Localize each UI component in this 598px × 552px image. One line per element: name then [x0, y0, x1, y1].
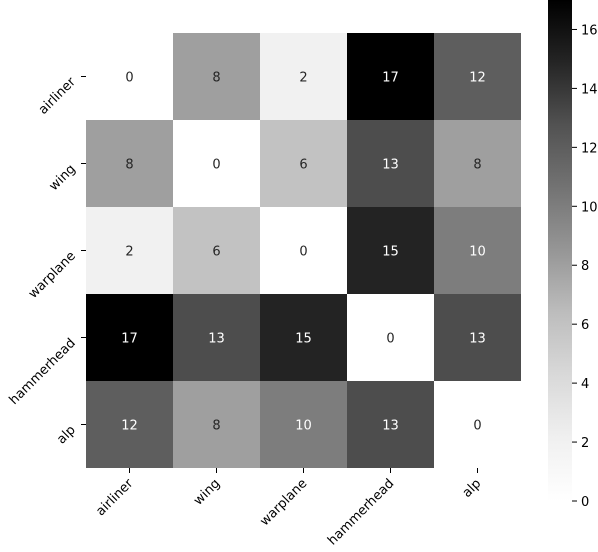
x-tick-label: hammerhead	[325, 476, 397, 548]
y-axis: airliner wing warplane hammerhead alp	[7, 74, 86, 447]
heatmap-cell	[347, 120, 434, 207]
colorbar-tick-label: 14	[581, 82, 598, 97]
y-tick-label: alp	[54, 423, 79, 448]
y-tick-label: warplane	[26, 249, 79, 302]
heatmap-cell	[86, 381, 173, 468]
cell-value-label: 0	[212, 158, 220, 173]
colorbar-tick-label: 16	[581, 23, 598, 38]
cell-value-label: 0	[386, 332, 394, 347]
heatmap-cell	[173, 381, 260, 468]
heatmap-cell	[173, 207, 260, 294]
cell-value-label: 12	[469, 71, 486, 86]
cell-value-label: 8	[473, 158, 481, 173]
heatmap-cell	[434, 381, 521, 468]
heatmap-cells: 0 8 2 17 12 8 0 6 13 8 2 6 0 15 10 17 13 15 0 13 12 8 10 13 0	[86, 33, 521, 468]
cell-value-label: 10	[295, 419, 312, 434]
cell-value-label: 15	[295, 332, 312, 347]
heatmap-cell	[173, 33, 260, 120]
cell-value-label: 8	[212, 419, 220, 434]
heatmap-cell	[86, 294, 173, 381]
cell-value-label: 8	[125, 158, 133, 173]
colorbar-tick-label: 6	[581, 318, 589, 333]
x-tick-label: airliner	[93, 476, 136, 519]
cell-value-label: 13	[208, 332, 225, 347]
heatmap-cell	[347, 381, 434, 468]
colorbar-tick-label: 4	[581, 377, 589, 392]
cell-value-label: 10	[469, 245, 486, 260]
heatmap-cell	[260, 294, 347, 381]
cell-value-label: 13	[382, 158, 399, 173]
cell-value-label: 8	[212, 71, 220, 86]
cell-value-label: 2	[125, 245, 133, 260]
cell-value-label: 6	[212, 245, 220, 260]
x-axis: airliner wing warplane hammerhead alp	[93, 468, 484, 548]
cell-value-label: 17	[121, 332, 138, 347]
colorbar-tick-label: 2	[581, 436, 589, 451]
heatmap-cell	[347, 33, 434, 120]
cell-value-label: 15	[382, 245, 399, 260]
colorbar-axis: 0 2 4 6 8 10 12 14 16	[572, 23, 598, 510]
cell-value-label: 13	[469, 332, 486, 347]
cell-value-label: 6	[299, 158, 307, 173]
heatmap-cell	[86, 207, 173, 294]
cell-value-label: 0	[299, 245, 307, 260]
y-tick-label: airliner	[36, 74, 79, 117]
colorbar	[548, 0, 572, 501]
heatmap-cell	[86, 33, 173, 120]
heatmap-cell	[173, 294, 260, 381]
heatmap-cell	[434, 207, 521, 294]
heatmap-cell	[434, 120, 521, 207]
heatmap-cell	[434, 294, 521, 381]
cell-value-label: 17	[382, 71, 399, 86]
heatmap-cell	[260, 33, 347, 120]
cell-value-label: 2	[299, 71, 307, 86]
x-tick-label: alp	[460, 476, 485, 501]
heatmap-cell	[86, 120, 173, 207]
cell-value-label: 0	[473, 419, 481, 434]
heatmap-cell	[347, 294, 434, 381]
cell-value-label: 12	[121, 419, 138, 434]
cell-value-label: 0	[125, 71, 133, 86]
colorbar-tick-label: 0	[581, 495, 589, 510]
colorbar-tick-label: 8	[581, 259, 589, 274]
heatmap-cell	[260, 381, 347, 468]
heatmap-cell	[434, 33, 521, 120]
y-tick-label: wing	[46, 162, 78, 194]
x-tick-label: warplane	[257, 476, 310, 529]
x-tick-label: wing	[191, 476, 223, 508]
heatmap-cell	[347, 207, 434, 294]
cell-value-label: 13	[382, 419, 399, 434]
colorbar-tick-label: 10	[581, 200, 598, 215]
heatmap-cell	[173, 120, 260, 207]
heatmap-cell	[260, 120, 347, 207]
y-tick-label: hammerhead	[7, 336, 79, 408]
heatmap-cell	[260, 207, 347, 294]
colorbar-tick-label: 12	[581, 141, 598, 156]
